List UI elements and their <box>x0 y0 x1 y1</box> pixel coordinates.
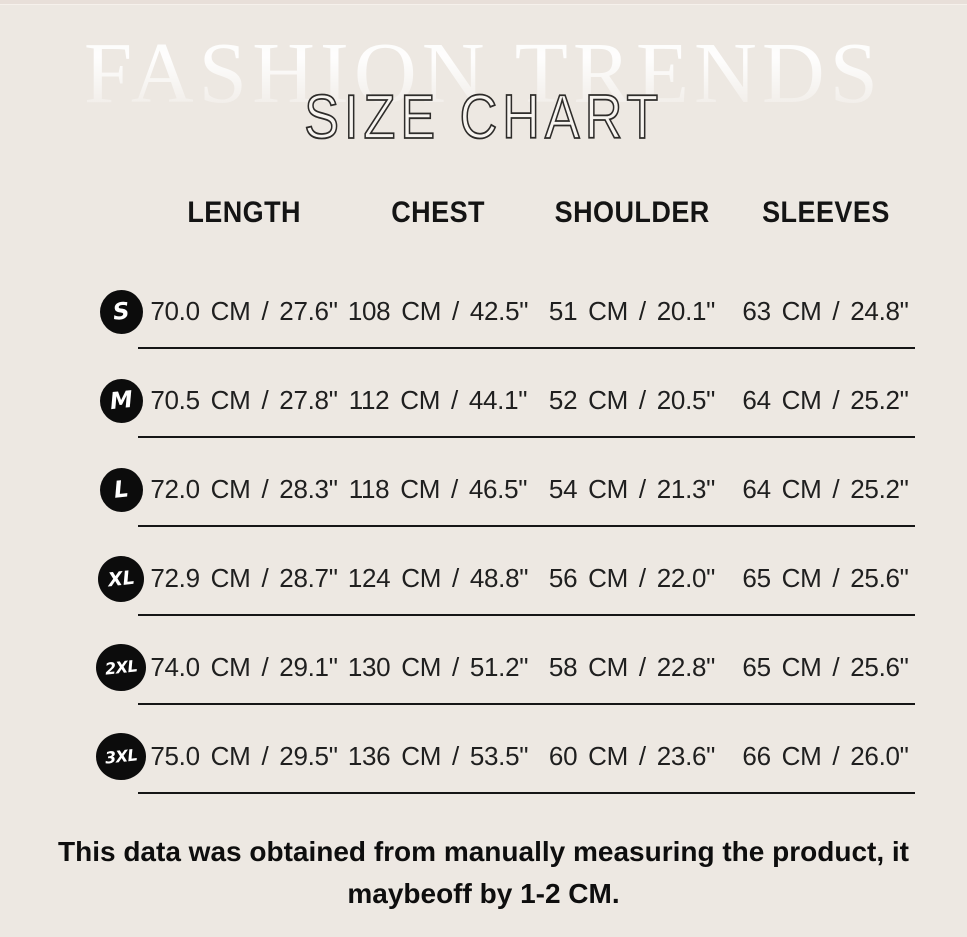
chest-value: 130 CM / 51.2" <box>347 652 529 682</box>
top-edge-strip <box>0 0 967 5</box>
size-badge-cell: 2XL <box>95 644 147 691</box>
shoulder-value: 60 CM / 23.6" <box>548 741 716 771</box>
table-body: S 70.0 CM / 27.6" 108 CM / 42.5" 51 CM /… <box>95 260 922 794</box>
size-badge-3xl: 3XL <box>96 733 146 780</box>
chest-value: 112 CM / 44.1" <box>348 385 528 415</box>
size-badge-m: M <box>99 378 143 423</box>
disclaimer-line-2: maybeoff by 1-2 CM. <box>347 878 620 909</box>
table-row-l: L 72.0 CM / 28.3" 118 CM / 46.5" 54 CM /… <box>95 438 922 527</box>
table-row-xl: XL 72.9 CM / 28.7" 124 CM / 48.8" 56 CM … <box>95 527 922 616</box>
sleeves-value: 66 CM / 26.0" <box>742 741 909 771</box>
measurement-disclaimer: This data was obtained from manually mea… <box>0 831 967 915</box>
length-value: 75.0 CM / 29.5" <box>150 741 338 771</box>
brand-watermark: FASHION TRENDS <box>0 22 967 123</box>
chest-value: 108 CM / 42.5" <box>347 296 529 326</box>
size-badge-xl: XL <box>98 555 144 602</box>
table-row-s: S 70.0 CM / 27.6" 108 CM / 42.5" 51 CM /… <box>95 260 922 349</box>
shoulder-value: 51 CM / 20.1" <box>548 296 716 326</box>
disclaimer-line-1: This data was obtained from manually mea… <box>57 836 910 867</box>
page-title: SIZE CHART <box>0 82 967 153</box>
column-header-sleeves: SLEEVES <box>761 196 890 229</box>
size-badge-l: L <box>99 467 143 512</box>
size-badge-cell: M <box>95 378 147 423</box>
size-badge-cell: XL <box>95 555 147 602</box>
size-badge-2xl: 2XL <box>96 644 146 691</box>
table-row-2xl: 2XL 74.0 CM / 29.1" 130 CM / 51.2" 58 CM… <box>95 616 922 705</box>
size-badge-cell: 3XL <box>95 733 147 780</box>
chest-value: 124 CM / 48.8" <box>347 563 529 593</box>
sleeves-value: 65 CM / 25.6" <box>742 563 909 593</box>
sleeves-value: 64 CM / 25.2" <box>742 474 909 504</box>
size-badge-s: S <box>99 289 143 334</box>
header-spacer <box>95 196 147 230</box>
length-value: 74.0 CM / 29.1" <box>150 652 338 682</box>
shoulder-value: 52 CM / 20.5" <box>548 385 716 415</box>
shoulder-value: 58 CM / 22.8" <box>548 652 716 682</box>
column-header-length: LENGTH <box>187 196 301 229</box>
sleeves-value: 63 CM / 24.8" <box>742 296 909 326</box>
length-value: 70.0 CM / 27.6" <box>150 296 338 326</box>
length-value: 72.9 CM / 28.7" <box>150 563 338 593</box>
page-title-text: SIZE CHART <box>303 82 664 153</box>
table-header-row: LENGTH CHEST SHOULDER SLEEVES <box>95 196 922 230</box>
length-value: 72.0 CM / 28.3" <box>150 474 338 504</box>
size-badge-cell: S <box>95 289 147 334</box>
sleeves-value: 64 CM / 25.2" <box>742 385 909 415</box>
sleeves-value: 65 CM / 25.6" <box>742 652 909 682</box>
size-table: LENGTH CHEST SHOULDER SLEEVES S 70.0 CM … <box>95 196 922 794</box>
table-row-m: M 70.5 CM / 27.8" 112 CM / 44.1" 52 CM /… <box>95 349 922 438</box>
column-header-chest: CHEST <box>391 196 485 229</box>
chest-value: 136 CM / 53.5" <box>347 741 529 771</box>
chest-value: 118 CM / 46.5" <box>348 474 528 504</box>
shoulder-value: 56 CM / 22.0" <box>548 563 716 593</box>
column-header-shoulder: SHOULDER <box>554 196 710 229</box>
size-badge-cell: L <box>95 467 147 512</box>
table-row-3xl: 3XL 75.0 CM / 29.5" 136 CM / 53.5" 60 CM… <box>95 705 922 794</box>
shoulder-value: 54 CM / 21.3" <box>548 474 716 504</box>
length-value: 70.5 CM / 27.8" <box>150 385 338 415</box>
